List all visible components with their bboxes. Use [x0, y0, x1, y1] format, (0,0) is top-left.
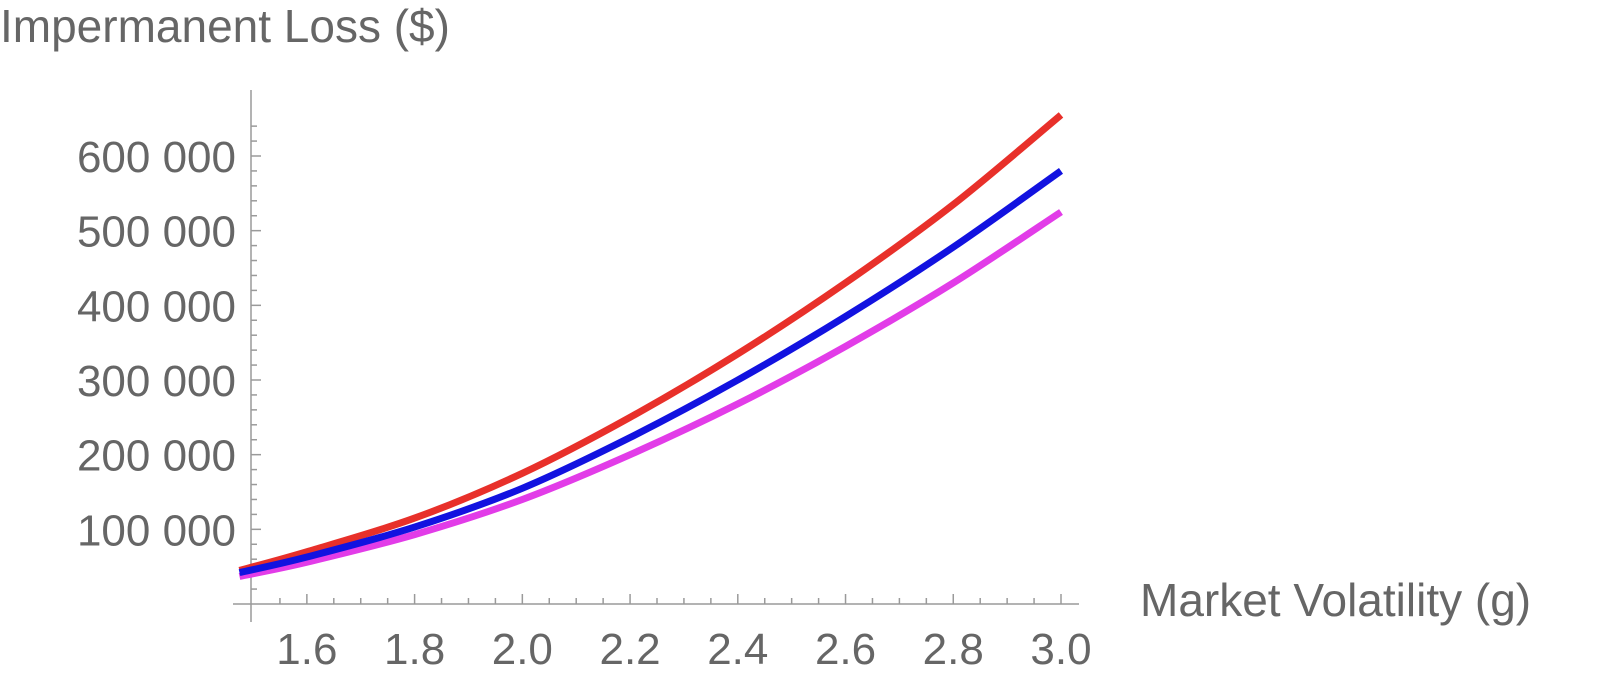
x-tick-label: 2.0	[492, 625, 553, 674]
minor-ticks	[251, 125, 1062, 604]
x-tick-label: 1.8	[384, 625, 445, 674]
x-axis-title: Market Volatility (g)	[1140, 574, 1531, 626]
x-axis-ticks: 1.6 1.8 2.0 2.2 2.4 2.6 2.8 3.0	[276, 625, 1091, 674]
x-tick-label: 3.0	[1030, 625, 1091, 674]
x-tick-label: 2.6	[815, 625, 876, 674]
y-tick-label: 200 000	[77, 432, 236, 481]
series-group	[238, 112, 1064, 580]
x-tick-label: 2.8	[923, 625, 984, 674]
y-tick-label: 400 000	[77, 282, 236, 331]
series-line-red	[238, 112, 1064, 574]
axes	[233, 90, 1079, 622]
x-tick-label: 2.2	[599, 625, 660, 674]
y-tick-label: 100 000	[77, 506, 236, 555]
series-line-blue	[238, 168, 1064, 577]
y-tick-label: 300 000	[77, 357, 236, 406]
x-tick-label: 1.6	[276, 625, 337, 674]
y-axis-ticks: 100 000 200 000 300 000 400 000 500 000 600 0…	[77, 133, 236, 555]
y-axis-title: Impermanent Loss ($)	[0, 0, 450, 52]
x-tick-label: 2.4	[707, 625, 768, 674]
series-line-magenta	[238, 209, 1063, 580]
y-tick-label: 500 000	[77, 208, 236, 257]
y-tick-label: 600 000	[77, 133, 236, 182]
